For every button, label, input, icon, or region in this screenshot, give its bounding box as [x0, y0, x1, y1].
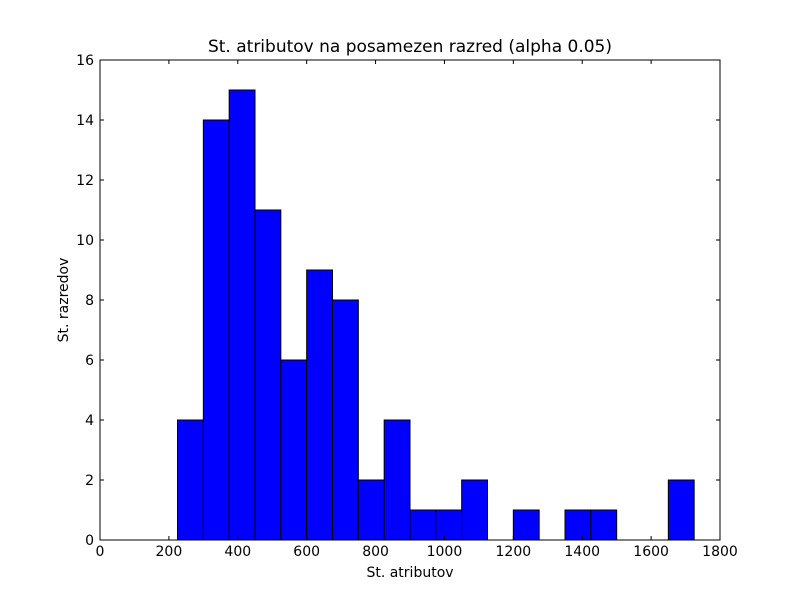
- x-axis-label: St. atributov: [366, 565, 453, 581]
- x-tick-label: 1200: [496, 544, 532, 560]
- x-tick-label: 200: [156, 544, 183, 560]
- histogram-bar: [512, 509, 540, 541]
- histogram-bar: [177, 419, 204, 541]
- x-tick-label: 1000: [427, 544, 463, 560]
- histogram-bar: [332, 299, 359, 541]
- y-tick-label: 2: [85, 473, 94, 489]
- y-tick-label: 0: [85, 533, 94, 549]
- histogram-bar: [590, 509, 618, 541]
- plot-frame: [99, 59, 721, 541]
- x-tick-label: 1600: [633, 544, 669, 560]
- histogram-bar: [357, 479, 385, 541]
- x-tick-label: 400: [224, 544, 251, 560]
- histogram-bar: [254, 209, 282, 541]
- histogram-bar: [461, 479, 488, 541]
- histogram-bar: [306, 269, 333, 541]
- histogram-bar: [667, 479, 695, 541]
- histogram-bar: [280, 359, 308, 541]
- y-axis-label: St. razredov: [56, 258, 72, 343]
- y-tick-label: 4: [85, 413, 94, 429]
- bars-group: [177, 89, 695, 541]
- y-tick-label: 10: [76, 233, 94, 249]
- x-tick-label: 1400: [564, 544, 600, 560]
- y-tick-label: 6: [85, 353, 94, 369]
- x-tick-label: 600: [293, 544, 320, 560]
- chart-title: St. atributov na posamezen razred (alpha…: [208, 37, 612, 57]
- histogram-bar: [564, 509, 592, 541]
- histogram-bar: [383, 419, 411, 541]
- ticks-group: 0 200 400 600 800 1000 1200 1400 1600 1800 0 2 4 6 8 10…: [76, 53, 738, 560]
- histogram-bar: [228, 89, 256, 541]
- y-tick-label: 8: [85, 293, 94, 309]
- histogram-bar: [202, 119, 230, 541]
- histogram-bar: [409, 509, 437, 541]
- y-tick-label: 16: [76, 53, 94, 69]
- y-tick-label: 14: [76, 113, 94, 129]
- x-tick-label: 1800: [702, 544, 738, 560]
- y-tick-label: 12: [76, 173, 94, 189]
- x-tick-label: 800: [362, 544, 389, 560]
- x-tick-label: 0: [96, 544, 105, 560]
- histogram-bar: [435, 509, 463, 541]
